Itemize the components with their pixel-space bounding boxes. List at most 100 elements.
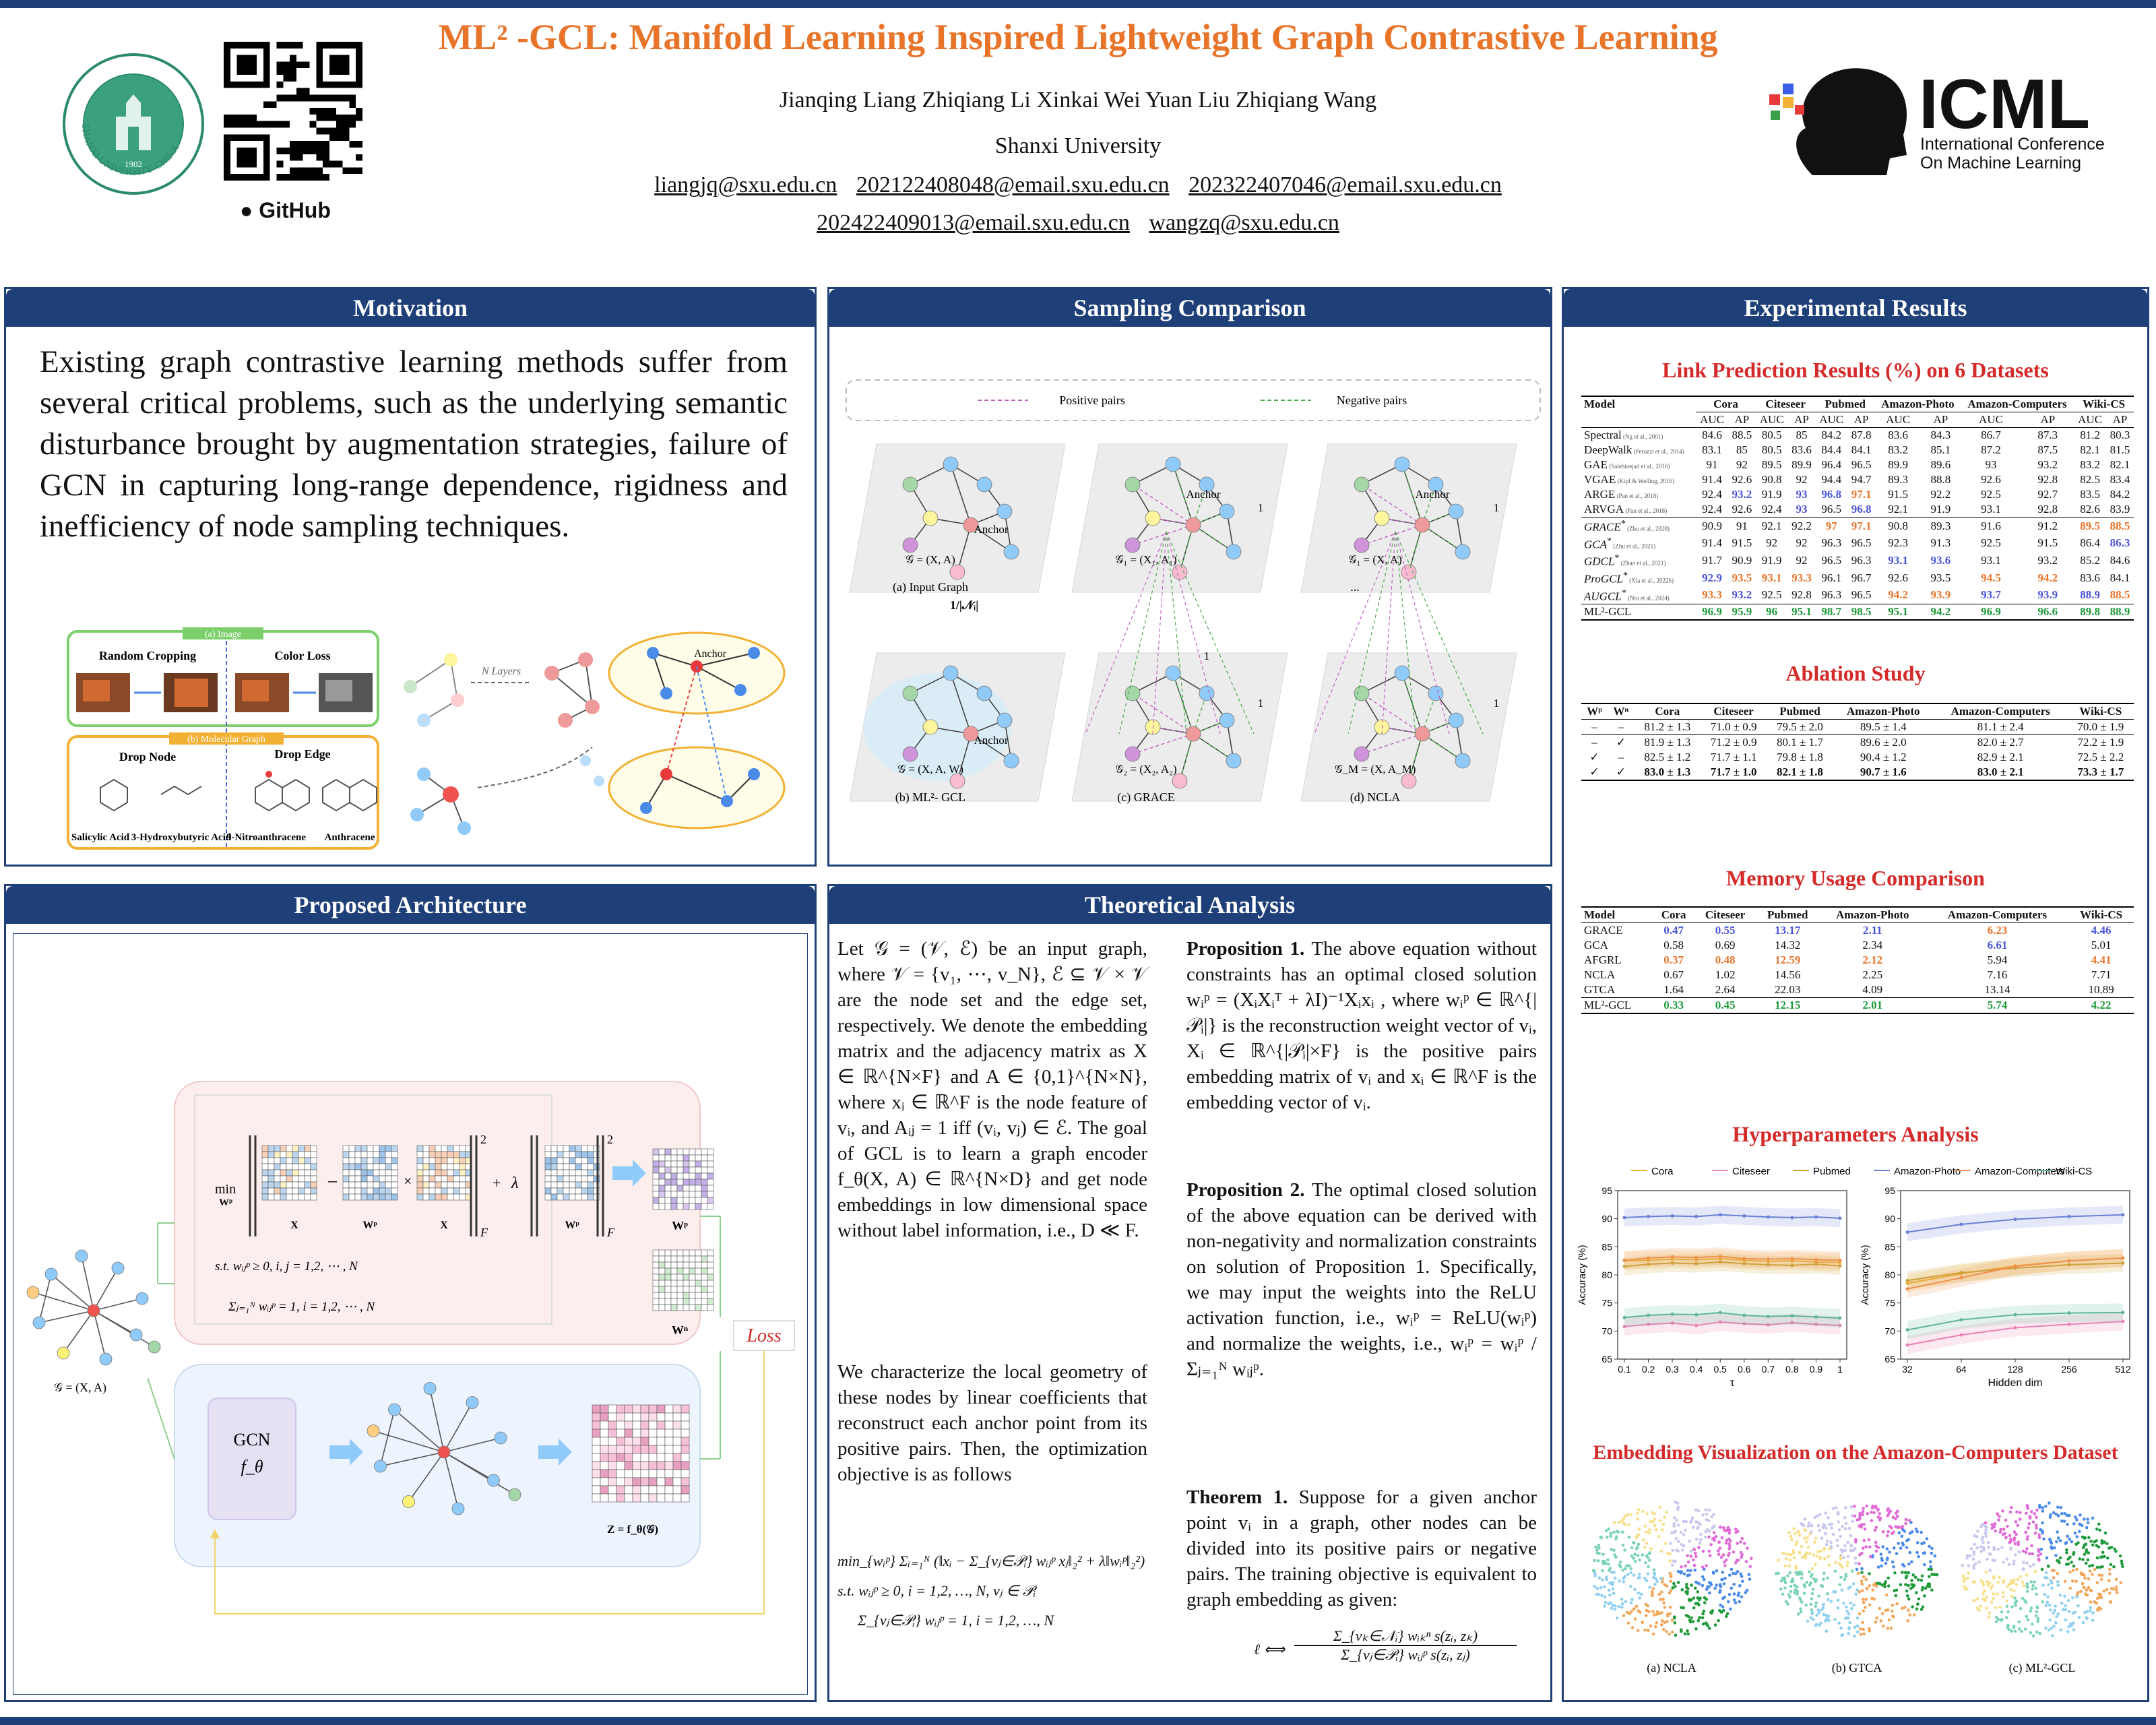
series-point xyxy=(1742,1322,1746,1325)
matrix-grid xyxy=(261,1145,317,1201)
legend-entry: Amazon-Photo xyxy=(1894,1166,1961,1177)
ellipsis: ... xyxy=(1350,580,1360,594)
wp-output-label: Wᵖ xyxy=(672,1219,688,1232)
y-tick-label: 90 xyxy=(1602,1214,1612,1224)
drop-edge-label: Drop Edge xyxy=(274,747,330,761)
x-tick-label: 32 xyxy=(1902,1364,1913,1375)
series-point xyxy=(1766,1315,1770,1319)
table-row: ARGE (Pan et al., 2018) 92.4 93.2 91.9 93 96.… xyxy=(1584,488,2130,501)
github-qr-code[interactable] xyxy=(224,42,362,181)
table-row: GCA 0.58 0.69 14.32 2.34 6.61 5.01 xyxy=(1584,939,2112,951)
random-cropping-label: Random Cropping xyxy=(99,649,196,662)
n-layers-diagram: N Layers xyxy=(404,652,604,835)
cross-view-link xyxy=(1395,531,1450,734)
series-point xyxy=(2013,1313,2017,1317)
x-tick-label: 128 xyxy=(2007,1364,2023,1375)
series-point xyxy=(1790,1216,1794,1220)
theorem-eq-lhs: ℓ ⟺ xyxy=(1254,1641,1286,1658)
series-point xyxy=(1670,1255,1674,1259)
table-row: GCA* (Zhu et al., 2021) 91.4 91.5 92 92 96.3 9… xyxy=(1584,535,2130,551)
theory-para-geometry: We characterize the local geometry of th… xyxy=(837,1361,1147,1485)
university-seal-logo: SHANXI UNIVERSITY·CHINA 1902 xyxy=(63,53,204,195)
matrix-grid xyxy=(416,1145,472,1201)
email-link[interactable]: 202122408048@email.sxu.edu.cn xyxy=(856,172,1170,197)
input-graph-label: 𝒢 = (X, A) xyxy=(54,1381,106,1395)
objective-equation: min_{wᵢᵖ} Σᵢ₌₁ᴺ (‖xᵢ − Σ_{vⱼ∈𝒫ᵢ} wᵢⱼᵖ xⱼ… xyxy=(837,1546,1147,1635)
series-point xyxy=(1959,1276,1963,1280)
email-link[interactable]: wangzq@sxu.edu.cn xyxy=(1149,210,1339,235)
y-axis-label: Accuracy (%) xyxy=(1577,1245,1588,1305)
n-layers-label: N Layers xyxy=(481,666,521,677)
series-point xyxy=(1766,1215,1770,1219)
series-point xyxy=(2121,1261,2125,1265)
gcn-encoder-box xyxy=(208,1398,296,1520)
embed-caption: (c) ML²-GCL xyxy=(2009,1661,2076,1675)
series-point xyxy=(1694,1214,1699,1218)
table-row: ProGCL* (Xia et al., 2022b) 92.9 93.5 93.1 9… xyxy=(1584,569,2130,586)
series-band xyxy=(1624,1303,1840,1327)
panel-heading: Sampling Comparison xyxy=(829,289,1550,327)
icml-sub2: On Machine Learning xyxy=(1920,154,2081,172)
cross-view-link xyxy=(1166,531,1255,734)
anchor-label: Anchor xyxy=(1416,488,1450,501)
embedding-scatter xyxy=(1775,1504,1939,1638)
node-graph xyxy=(367,1382,521,1515)
table-row: AUGCL* (Niu et al., 2024) 93.3 93.2 92.5 92.… xyxy=(1584,587,2130,603)
series-point xyxy=(1905,1278,1909,1282)
x-tick-label: 0.9 xyxy=(1810,1364,1823,1375)
panel-heading: Theoretical Analysis xyxy=(829,886,1550,924)
series-point xyxy=(1647,1313,1651,1317)
github-link[interactable]: ● GitHub xyxy=(240,198,331,222)
emails-line-2: 202422409013@email.sxu.edu.cn wangzq@sxu… xyxy=(472,210,1684,236)
memory-table: Model Cora Citeseer Pubmed Amazon-Photo Amazo… xyxy=(1581,906,2134,1014)
series-point xyxy=(1647,1214,1651,1218)
email-link[interactable]: liangjq@sxu.edu.cn xyxy=(654,172,837,197)
table-row: GAE (Salehinejad et al., 2016) 91 92 89.5 89… xyxy=(1584,458,2130,471)
weight-one: 1 xyxy=(1494,697,1500,710)
sampling-graph xyxy=(1071,443,1288,593)
subfig-caption: (b) ML²- GCL xyxy=(895,790,965,805)
series-point xyxy=(1838,1264,1842,1268)
weight-one: 1 xyxy=(1258,501,1264,514)
x-tick-label: 0.6 xyxy=(1738,1364,1751,1375)
series-point xyxy=(1718,1213,1722,1217)
x-tick-label: 0.7 xyxy=(1762,1364,1775,1375)
y-tick-label: 80 xyxy=(1602,1269,1612,1280)
series-point xyxy=(1766,1257,1770,1261)
anchor-label: Anchor xyxy=(694,648,727,660)
x-tick-label: 512 xyxy=(2115,1364,2131,1375)
series-point xyxy=(1647,1322,1651,1326)
table-row: – ✓ 81.9 ± 1.3 71.2 ± 0.9 80.1 ± 1.7 89.6 ± 2… xyxy=(1581,734,2134,750)
cross-view-link xyxy=(1118,531,1167,734)
series-point xyxy=(1838,1316,1842,1320)
series-point xyxy=(1694,1323,1699,1327)
matrix-grid xyxy=(544,1145,600,1201)
series-point xyxy=(1959,1333,1963,1337)
series-point xyxy=(1814,1215,1818,1219)
table-header-row: Model Cora Citeseer Pubmed Amazon-Photo Amazo… xyxy=(1581,906,2134,923)
motivation-text: Existing graph contrastive learning meth… xyxy=(40,344,788,544)
series-point xyxy=(1622,1315,1626,1319)
series-point xyxy=(1838,1216,1842,1220)
x-tick-label: 0.4 xyxy=(1690,1364,1703,1375)
proposition-2: Proposition 2. The optimal closed soluti… xyxy=(1186,1177,1537,1382)
table-row: ✓ ✓ 83.0 ± 1.3 71.7 ± 1.0 82.1 ± 1.8 90.7 ± 1… xyxy=(1581,765,2134,781)
hyperparameter-charts: Cora Citeseer Pubmed Amazon-Photo Amazon-Com… xyxy=(1577,1166,2131,1389)
subfig-caption: (c) GRACE xyxy=(1117,790,1174,805)
email-link[interactable]: 202422409013@email.sxu.edu.cn xyxy=(817,210,1130,235)
link-prediction-table: Model Cora Citeseer Pubmed Amazon-Photo Amazo… xyxy=(1581,396,2134,621)
table-header-row: Model Cora Citeseer Pubmed Amazon-Photo Amazo… xyxy=(1581,396,2134,412)
y-axis-label: Accuracy (%) xyxy=(1860,1245,1871,1305)
series-point xyxy=(1959,1271,1963,1275)
gcn-label: GCN xyxy=(234,1430,271,1449)
series-point xyxy=(1838,1258,1842,1262)
constraint-nonneg: s.t. wᵢⱼᵖ ≥ 0, i, j = 1,2, ⋯ , N xyxy=(215,1259,358,1274)
proposition-2-text: The optimal closed solution of the above… xyxy=(1186,1179,1537,1380)
series-point xyxy=(1670,1261,1674,1265)
series-point xyxy=(1814,1262,1818,1266)
theorem-1-title: Theorem 1. xyxy=(1186,1486,1288,1508)
embedding-title: Embedding Visualization on the Amazon-Co… xyxy=(1593,1441,2118,1464)
series-point xyxy=(1959,1318,1963,1322)
x-label: X xyxy=(440,1220,448,1231)
email-link[interactable]: 202322407046@email.sxu.edu.cn xyxy=(1188,172,1502,197)
